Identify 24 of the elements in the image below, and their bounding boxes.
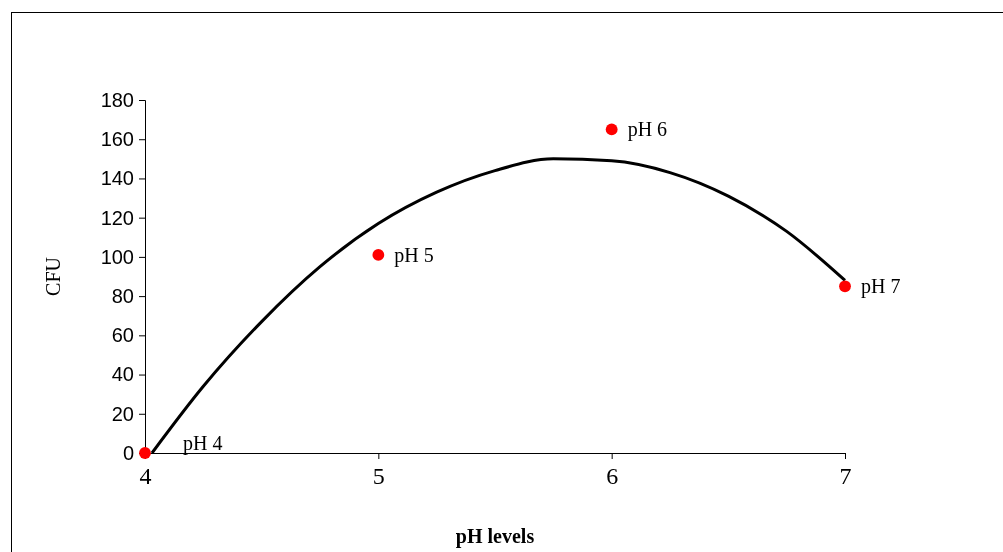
x-axis-title: pH levels [455, 525, 535, 548]
point [139, 447, 151, 459]
x-tick-label: 7 [839, 462, 852, 489]
y-tick-label: 80 [111, 285, 134, 308]
y-tick-label: 180 [100, 88, 134, 111]
x-tick-label: 4 [139, 462, 152, 489]
point [839, 280, 851, 293]
annotation: pH 7 [861, 275, 901, 299]
annotation: pH 5 [394, 243, 434, 267]
y-tick-label: 120 [100, 206, 134, 229]
y-tick-label: 0 [122, 441, 134, 464]
y-tick-label: 40 [111, 363, 134, 386]
y-tick-label: 160 [100, 128, 134, 151]
x-tick-label: 6 [606, 462, 619, 489]
annotation: pH 4 [183, 432, 223, 455]
x-tick-label: 5 [372, 462, 385, 489]
y-tick-label: 140 [100, 167, 134, 190]
y-axis-title: CFU [42, 256, 64, 296]
point [605, 123, 618, 136]
point [372, 249, 385, 261]
y-tick-label: 100 [100, 245, 134, 268]
y-tick-label: 20 [111, 402, 134, 425]
y-tick-label: 60 [111, 324, 134, 347]
annotation: pH 6 [627, 118, 668, 142]
